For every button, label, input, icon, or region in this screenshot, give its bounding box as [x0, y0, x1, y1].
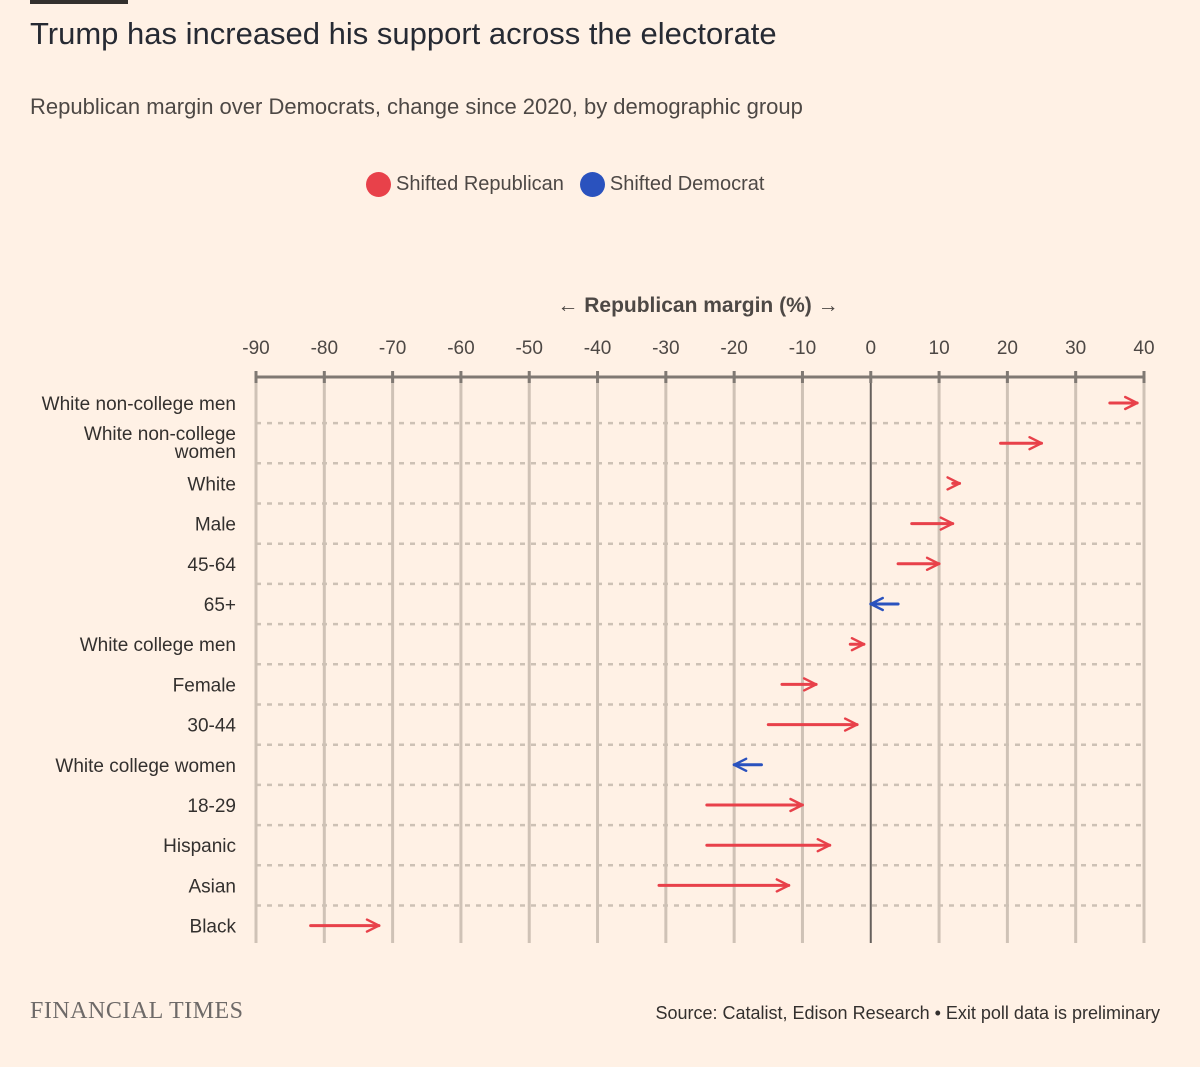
x-tick-label: -60 — [447, 338, 474, 359]
legend-item-republican: Shifted Republican — [366, 172, 564, 197]
source-note: Source: Catalist, Edison Research • Exit… — [655, 1003, 1160, 1023]
x-tick-label: -10 — [789, 338, 816, 359]
x-tick-label: -30 — [652, 338, 679, 359]
row-label: Male — [195, 515, 236, 536]
top-rule — [30, 0, 128, 4]
x-tick-label: 0 — [865, 338, 876, 359]
row-label: Hispanic — [163, 836, 236, 857]
row-label: White non-college men — [42, 394, 236, 415]
ft-logo: FINANCIAL TIMES — [30, 998, 244, 1024]
x-tick-label: -70 — [379, 338, 406, 359]
row-label-continued: women — [174, 442, 236, 463]
row-label: White college women — [55, 756, 236, 777]
arrow-chart: ← Republican margin (%) → -90 -80 -70 -60 -50… — [42, 294, 1155, 943]
x-axis-title: ← Republican margin (%) → — [557, 294, 838, 317]
blue-dot-icon — [579, 172, 605, 197]
x-tick-label: -40 — [584, 338, 611, 359]
row-label: 30-44 — [187, 716, 236, 737]
row-label: White college men — [80, 635, 236, 656]
x-tick-label: 30 — [1065, 338, 1086, 359]
x-tick-label: -20 — [720, 338, 747, 359]
row-label: Black — [190, 917, 237, 938]
legend-label-democrat: Shifted Democrat — [609, 173, 765, 195]
x-tick-label: -50 — [515, 338, 542, 359]
row-label: 65+ — [204, 595, 236, 616]
x-tick-label: 10 — [929, 338, 950, 359]
chart-title: Trump has increased his support across t… — [30, 16, 777, 51]
legend: Shifted Republican Shifted Democrat — [366, 172, 780, 197]
x-tick-label: 40 — [1133, 338, 1154, 359]
legend-label-republican: Shifted Republican — [396, 173, 564, 195]
row-label: White non-college — [84, 424, 236, 445]
x-tick-label: -90 — [242, 338, 269, 359]
row-label: Female — [173, 675, 236, 696]
x-tick-label: 20 — [997, 338, 1018, 359]
row-label: White — [187, 474, 236, 495]
x-tick-label: -80 — [311, 338, 338, 359]
row-label: Asian — [188, 876, 236, 897]
chart-subtitle: Republican margin over Democrats, change… — [30, 94, 803, 119]
red-dot-icon — [366, 172, 391, 197]
row-label: 18-29 — [187, 796, 236, 817]
legend-item-democrat: Shifted Democrat — [579, 172, 765, 197]
row-label: 45-64 — [187, 555, 236, 576]
